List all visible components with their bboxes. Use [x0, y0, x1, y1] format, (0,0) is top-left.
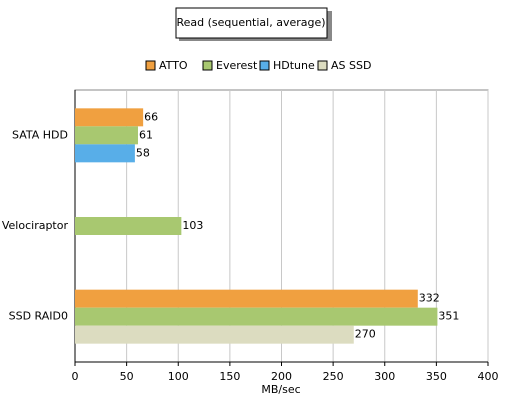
x-tick-label: 150	[219, 370, 240, 383]
value-label: 332	[419, 292, 440, 305]
x-tick-label: 50	[120, 370, 134, 383]
legend-label: HDtune	[273, 59, 315, 72]
legend-label: Everest	[216, 59, 258, 72]
x-tick-label: 350	[426, 370, 447, 383]
x-tick-label: 400	[478, 370, 499, 383]
legend-swatch	[202, 60, 213, 71]
bar	[75, 217, 182, 235]
bar	[75, 307, 438, 326]
value-label: 66	[144, 110, 158, 123]
bar	[75, 289, 418, 308]
legend-swatch	[259, 60, 270, 71]
bar	[75, 144, 135, 163]
legend-label: AS SSD	[331, 59, 371, 72]
bar	[75, 325, 354, 344]
value-label: 61	[139, 128, 153, 141]
x-tick-label: 300	[374, 370, 395, 383]
value-label: 270	[355, 328, 376, 341]
chart-title: Read (sequential, average)	[176, 16, 325, 29]
value-label: 351	[438, 310, 459, 323]
title-box	[175, 7, 328, 39]
value-label: 58	[136, 146, 150, 159]
x-tick-label: 250	[323, 370, 344, 383]
value-label: 103	[182, 219, 203, 232]
y-tick-label: SATA HDD	[12, 128, 68, 141]
legend-label: ATTO	[159, 59, 188, 72]
x-tick-label: 0	[72, 370, 79, 383]
y-tick-label: Velociraptor	[2, 219, 69, 232]
legend-swatch	[317, 60, 328, 71]
legend-swatch	[145, 60, 156, 71]
x-axis-label: MB/sec	[261, 383, 300, 396]
bar	[75, 126, 138, 145]
x-tick-label: 200	[271, 370, 292, 383]
x-tick-label: 100	[168, 370, 189, 383]
y-tick-label: SSD RAID0	[9, 310, 68, 323]
bar	[75, 108, 144, 127]
